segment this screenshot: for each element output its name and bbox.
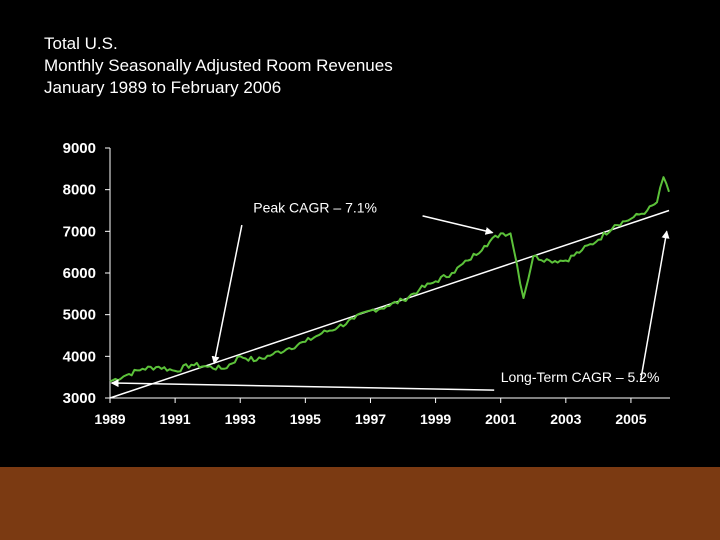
series-layer	[109, 176, 670, 399]
y-tick-label: 5000	[63, 307, 96, 324]
x-tick-label: 1997	[355, 411, 386, 427]
axes	[109, 148, 670, 399]
x-tick-label: 2003	[550, 411, 581, 427]
x-axis-ticks: 1989 1991 1993 1995 1997 1999 2001 2003 2005	[94, 398, 647, 427]
title-line-3: January 1989 to February 2006	[44, 78, 282, 97]
peak-cagr-arrow-start	[211, 224, 243, 365]
peak-cagr-label: Peak CAGR – 7.1%	[253, 200, 377, 216]
y-tick-label: 6000	[63, 265, 96, 282]
y-tick-label: 7000	[63, 223, 96, 240]
long-term-cagr-arrow-end	[639, 230, 670, 381]
x-tick-label: 2001	[485, 411, 516, 427]
chart-title: Total U.S. Monthly Seasonally Adjusted R…	[44, 33, 393, 99]
footer-band	[0, 467, 720, 540]
x-tick-label: 2005	[615, 411, 646, 427]
x-tick-label: 1995	[290, 411, 321, 427]
y-tick-label: 8000	[63, 182, 96, 199]
y-axis-ticks: 3000 4000 5000 6000 7000 8000 9000	[63, 140, 110, 407]
line-chart: 3000 4000 5000 6000 7000 8000 9000 1989 1991 199…	[63, 140, 670, 427]
title-line-1: Total U.S.	[44, 34, 118, 53]
x-tick-label: 1993	[225, 411, 256, 427]
long-term-cagr-arrow-start	[110, 379, 495, 391]
room-revenue-line	[109, 176, 670, 383]
y-tick-label: 9000	[63, 140, 96, 157]
title-line-2: Monthly Seasonally Adjusted Room Revenue…	[44, 56, 393, 75]
x-tick-label: 1999	[420, 411, 451, 427]
x-tick-label: 1989	[94, 411, 125, 427]
y-tick-label: 3000	[63, 390, 96, 407]
long-term-cagr-label: Long-Term CAGR – 5.2%	[501, 369, 660, 385]
y-tick-label: 4000	[63, 348, 96, 365]
x-tick-label: 1991	[160, 411, 191, 427]
annotations: Peak CAGR – 7.1% Long-Term CAGR – 5.2%	[110, 200, 670, 391]
peak-cagr-arrow-end	[422, 215, 494, 235]
